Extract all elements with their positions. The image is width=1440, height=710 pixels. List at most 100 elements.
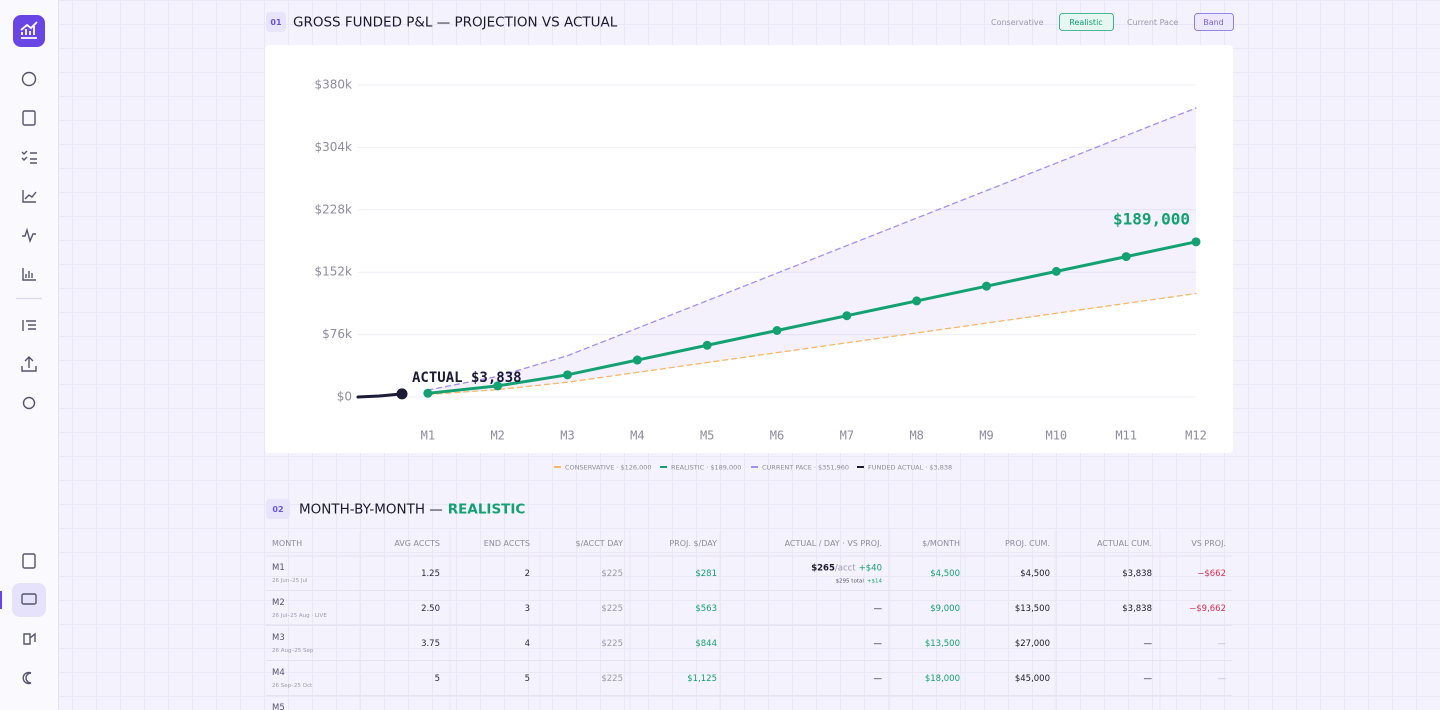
- table-cell: —: [1144, 674, 1153, 684]
- title-highlight: REALISTIC: [448, 502, 526, 518]
- table-cell: 4: [525, 639, 530, 649]
- month-range: 26 Jul–25 Aug · LIVE: [272, 613, 327, 619]
- y-tick-label: $0: [337, 390, 352, 404]
- actual-cell: $265/acct +$40: [811, 563, 882, 573]
- toggle-label[interactable]: Conservative: [991, 18, 1044, 27]
- nav-icon[interactable]: [22, 320, 36, 331]
- month-label: M2: [272, 598, 285, 608]
- month-range: 26 Aug–25 Sep: [272, 648, 314, 654]
- toggle-label[interactable]: Realistic: [1069, 18, 1102, 27]
- data-point: [423, 388, 433, 398]
- table-cell: $1,125: [687, 674, 717, 684]
- data-point: [982, 281, 991, 291]
- section-badge: [266, 12, 286, 32]
- table-cell: $4,500: [930, 569, 960, 579]
- column-header: MONTH: [272, 539, 302, 548]
- month-label: M3: [272, 633, 285, 643]
- annotation: ACTUAL $3,838: [412, 370, 522, 386]
- data-point: [1121, 252, 1131, 262]
- nav-icon[interactable]: [21, 356, 37, 372]
- x-tick-label: M6: [770, 429, 784, 443]
- column-header: ACTUAL / DAY · VS PROJ.: [785, 539, 882, 548]
- table-cell: 3.75: [421, 639, 440, 649]
- logo[interactable]: [13, 15, 45, 47]
- data-point: [632, 355, 642, 365]
- table-cell: 3: [525, 604, 530, 614]
- nav-icon[interactable]: [22, 190, 37, 203]
- table-cell: $225: [601, 639, 623, 649]
- data-point: [493, 381, 503, 391]
- table-cell: $13,500: [1015, 604, 1050, 614]
- table-cell: —: [874, 674, 883, 684]
- table-cell: −$9,662: [1189, 604, 1226, 614]
- nav-icon[interactable]: [21, 150, 37, 164]
- data-point: [1191, 237, 1201, 247]
- actual-delta: +$40: [859, 563, 882, 573]
- table-cell: —: [1218, 639, 1227, 649]
- nav-icon[interactable]: [22, 227, 36, 244]
- legend-label: FUNDED ACTUAL · $3,838: [868, 464, 952, 472]
- sidebar: [0, 0, 59, 710]
- table-cell: —: [1144, 639, 1153, 649]
- theme-toggle[interactable]: [22, 671, 32, 685]
- nav-icon[interactable]: [22, 110, 36, 126]
- table-cell: $3,838: [1122, 604, 1152, 614]
- data-point: [842, 311, 852, 321]
- x-tick-label: M1: [421, 429, 435, 443]
- legend: CONSERVATIVE · $126,000 REALISTIC · $189,…: [554, 464, 952, 472]
- x-tick-label: M10: [1045, 429, 1067, 443]
- x-tick-label: M11: [1115, 429, 1137, 443]
- toggle-label[interactable]: Current Pace: [1127, 18, 1178, 27]
- nav-icon[interactable]: [23, 632, 36, 645]
- x-tick-label: M9: [979, 429, 993, 443]
- nav-icon[interactable]: [22, 553, 36, 569]
- nav-icon[interactable]: [22, 396, 36, 410]
- table-cell: $844: [695, 639, 717, 649]
- annotation: $189,000: [1113, 209, 1190, 228]
- toggle-button[interactable]: [1194, 13, 1234, 31]
- title-text: MONTH-BY-MONTH —: [299, 502, 443, 518]
- x-tick-label: M3: [560, 429, 574, 443]
- toggle-button[interactable]: [1059, 13, 1114, 31]
- table-cell: $9,000: [930, 604, 960, 614]
- logo-icon: [20, 21, 38, 39]
- series-line: [356, 392, 404, 399]
- x-tick-label: M8: [909, 429, 923, 443]
- nav-active-bg[interactable]: [12, 583, 46, 617]
- y-tick-label: $380k: [315, 78, 353, 92]
- table-cell: —: [874, 604, 883, 614]
- x-tick-label: M12: [1185, 429, 1207, 443]
- table-cell: $281: [695, 569, 717, 579]
- section-number: 02: [272, 505, 283, 514]
- table-cell: $225: [601, 604, 623, 614]
- month-label: M5: [272, 703, 285, 710]
- series-line: [427, 292, 1197, 396]
- toggle-label[interactable]: Band: [1203, 18, 1224, 27]
- data-point: [702, 340, 712, 350]
- data-point: [912, 296, 922, 306]
- nav-active-indicator: [0, 591, 2, 609]
- actual-unit: /acct: [835, 563, 856, 573]
- table-cell: $27,000: [1015, 639, 1050, 649]
- column-header: VS PROJ.: [1191, 539, 1226, 548]
- data-point: [772, 325, 782, 335]
- chart: $0 $76k $152k $228k $304k $380k M1 M2 M3 M4 M5 M6 M7…: [315, 78, 1207, 443]
- y-tick-label: $228k: [315, 202, 353, 216]
- actual-value: $265: [811, 563, 835, 573]
- data-point: [1051, 266, 1061, 276]
- nav-icon[interactable]: [21, 71, 37, 87]
- legend-label: CURRENT PACE · $351,960: [762, 464, 849, 472]
- data-point: [396, 388, 408, 400]
- x-tick-label: M5: [700, 429, 714, 443]
- section-title: GROSS FUNDED P&L — PROJECTION VS ACTUAL: [293, 15, 618, 31]
- legend-label: REALISTIC · $189,000: [671, 464, 741, 472]
- table-cell: $225: [601, 674, 623, 684]
- actual-total: $295 total +$14: [836, 578, 883, 584]
- legend-label: CONSERVATIVE · $126,000: [565, 464, 652, 472]
- nav-icon[interactable]: [22, 268, 36, 281]
- column-header: ACTUAL CUM.: [1097, 539, 1152, 548]
- y-tick-label: $152k: [315, 265, 353, 279]
- month-label: M1: [272, 563, 285, 573]
- month-range: 26 Sep–25 Oct: [272, 683, 313, 689]
- table-cell: −$662: [1197, 569, 1226, 579]
